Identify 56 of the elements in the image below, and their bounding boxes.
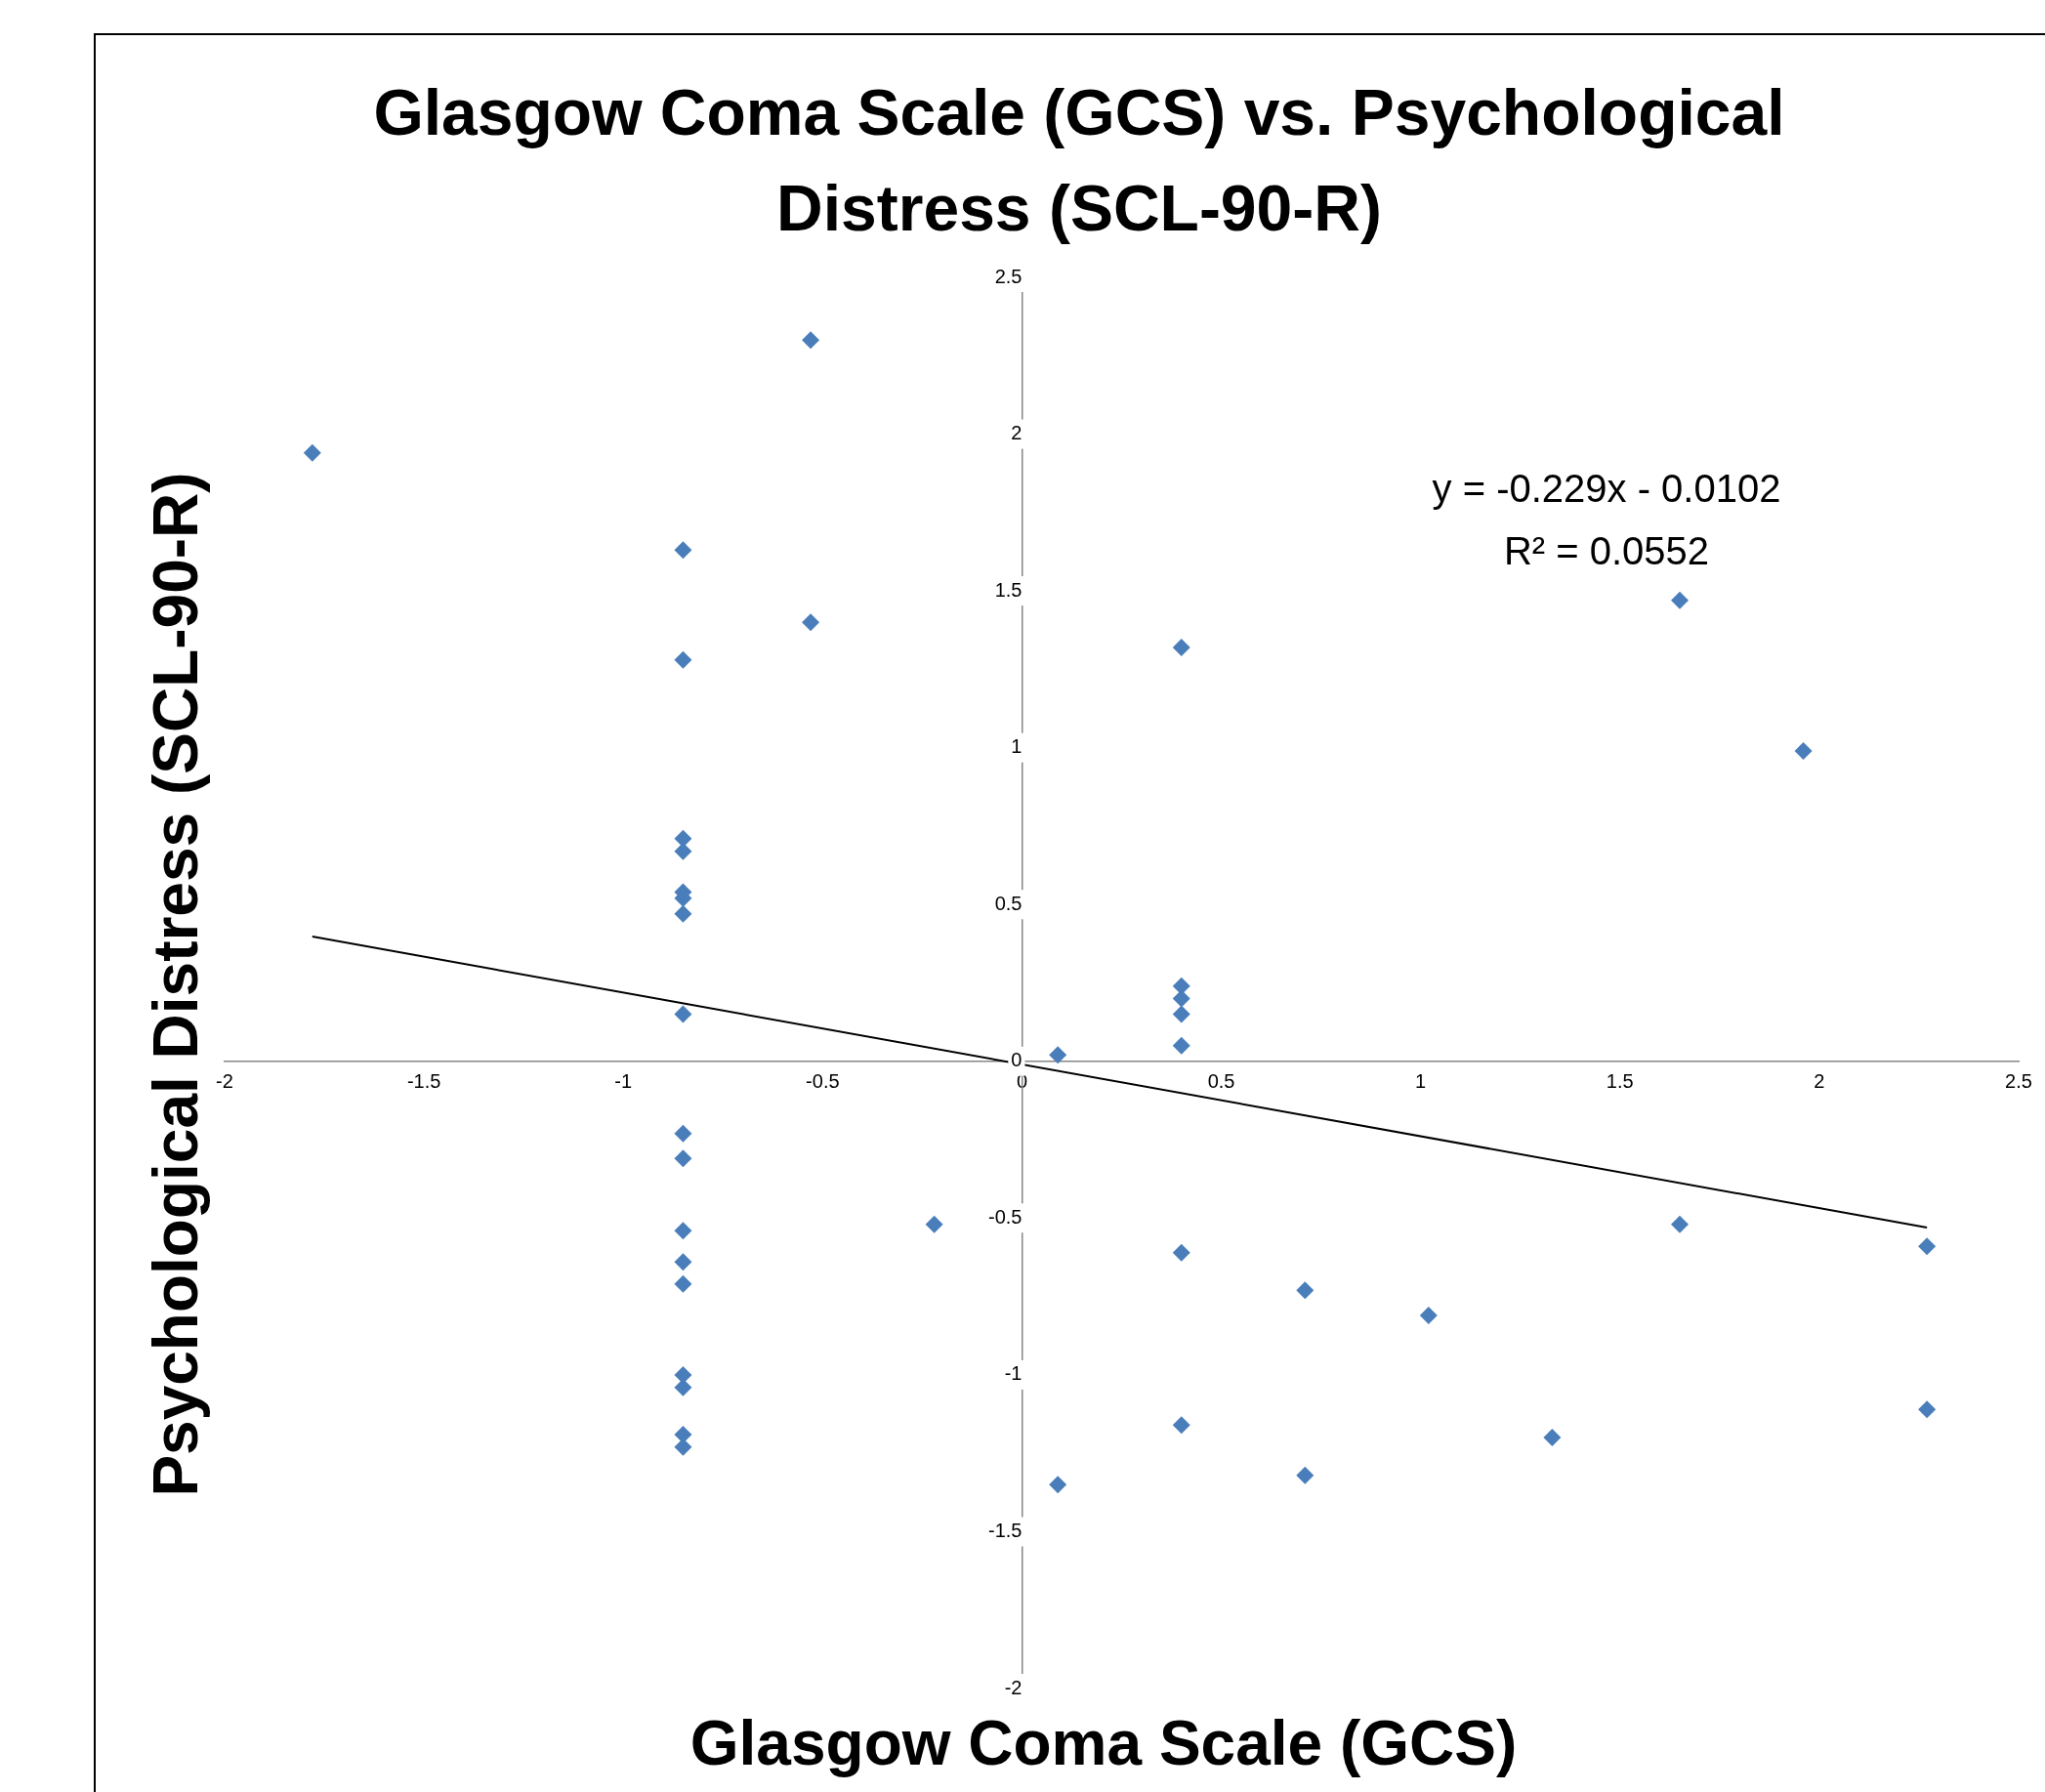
point: [802, 613, 820, 632]
point: [1172, 1243, 1190, 1262]
x-tick-label: 0.5: [1207, 1070, 1235, 1093]
point: [674, 904, 692, 923]
point: [1918, 1237, 1937, 1256]
point: [1671, 1215, 1690, 1233]
x-tick-label: 1: [1415, 1070, 1427, 1093]
y-tick-label: 1: [1011, 735, 1022, 758]
y-tick-label: -1.5: [987, 1519, 1022, 1541]
point: [1296, 1281, 1315, 1300]
y-tick-label: 0.5: [994, 892, 1022, 914]
point: [1543, 1429, 1562, 1447]
point: [674, 1222, 692, 1240]
y-tick-label: 2.5: [994, 265, 1022, 287]
point: [674, 1005, 692, 1023]
x-tick-label: 2.5: [2005, 1070, 2032, 1093]
y-tick-label: 0: [1011, 1049, 1022, 1071]
point: [1918, 1400, 1937, 1419]
y-axis-title: Psychological Distress (SCL-90-R): [140, 472, 212, 1497]
point: [674, 1124, 692, 1143]
point: [1049, 1046, 1067, 1064]
x-tick-label: -2: [216, 1070, 233, 1093]
y-tick-label: 2: [1011, 422, 1022, 444]
point: [674, 1365, 692, 1384]
chart-title: Glasgow Coma Scale (GCS) vs. Psychological Distress (SCL-90-R): [372, 75, 1786, 246]
annotation: R² = 0.0552: [1503, 529, 1710, 573]
y-tick-label: -2: [1004, 1676, 1022, 1698]
annotation: y = -0.229x - 0.0102: [1432, 467, 1781, 511]
point: [925, 1215, 943, 1233]
y-tick-label: 1.5: [994, 578, 1022, 601]
point: [1172, 1416, 1190, 1435]
point: [674, 1274, 692, 1293]
x-tick-label: 2: [1814, 1070, 1825, 1093]
point: [1296, 1466, 1315, 1484]
point: [1419, 1306, 1438, 1324]
point: [674, 1425, 692, 1443]
point: [674, 650, 692, 669]
point: [1794, 741, 1813, 760]
x-tick-label: -1: [614, 1070, 633, 1093]
y-tick-label: -0.5: [987, 1205, 1022, 1228]
point: [674, 1253, 692, 1271]
point: [674, 541, 692, 560]
point: [303, 443, 321, 462]
x-tick-label: 1.5: [1606, 1070, 1634, 1093]
point: [674, 829, 692, 848]
point: [1671, 591, 1690, 609]
point: [1172, 1005, 1190, 1023]
point: [1172, 638, 1190, 656]
y-tick-label: -1: [1004, 1362, 1022, 1385]
x-tick-label: -1.5: [406, 1070, 441, 1093]
point: [802, 331, 820, 350]
x-tick-label: -0.5: [806, 1070, 840, 1093]
point: [1172, 1036, 1190, 1055]
x-axis-title: Glasgow Coma Scale (GCS): [689, 1707, 1519, 1779]
point: [1049, 1476, 1067, 1494]
point: [674, 1149, 692, 1168]
